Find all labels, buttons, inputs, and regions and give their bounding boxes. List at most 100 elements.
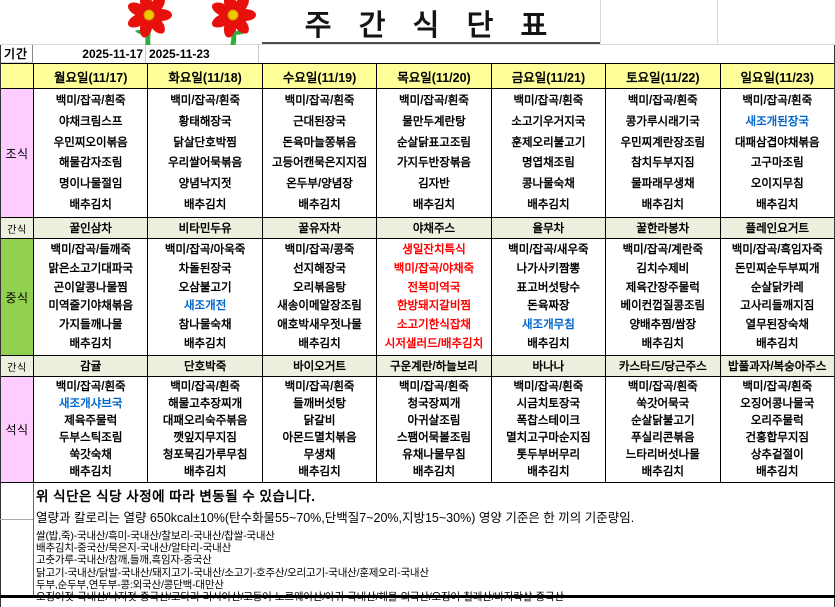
title-underline	[262, 42, 600, 44]
flower-decoration	[108, 0, 274, 45]
period-end-date: 2025-11-23	[146, 45, 259, 63]
menu-item: 소고기우거지국	[511, 115, 586, 128]
menu-item: 두부스틱조림	[58, 431, 123, 444]
snack1-cell-4: 율무차	[490, 217, 607, 239]
lunch-cell-6: 백미/잡곡/흑임자죽 돈민찌순두부찌개 순살닭카레 고사리들깨지짐 열무된장숙채 배추김치	[719, 238, 835, 356]
origin-line-rice: 쌀(밥,죽)-국내산/흑미-국내산/찰보리-국내산/찹쌀-국내산	[36, 530, 275, 542]
origin-info: 쌀(밥,죽)-국내산/흑미-국내산/찰보리-국내산/찹쌀-국내산 배추김치-중국…	[36, 526, 835, 603]
snack1-cell-0: 꿀인삼차	[32, 217, 149, 239]
menu-item: 쑥갓어묵국	[636, 398, 690, 411]
period-start-date: 2025-11-17	[33, 45, 146, 63]
menu-item: 백미/잡곡/새우죽	[508, 244, 589, 257]
footer-column-line	[33, 483, 34, 595]
menu-item: 깻잎지무지짐	[173, 431, 237, 444]
menu-change-note: 위 식단은 식당 사정에 따라 변동될 수 있습니다.	[36, 489, 316, 504]
day-header-0: 월요일(11/17)	[32, 63, 149, 89]
lunch-cell-4: 백미/잡곡/새우죽 나가사키짬뽕 표고버섯탕수 돈육짜장 새조개무침 배추김치	[490, 238, 607, 356]
lunch-cell-5: 백미/잡곡/계란죽 김치수제비 제육간장주물럭 베이컨껍질콩조림 양배추찜/쌈장 배추김치	[605, 238, 721, 356]
page-title: 주 간 식 단 표	[304, 10, 558, 42]
menu-item: 배추김치	[527, 198, 570, 211]
menu-item: 배추김치	[298, 198, 341, 211]
snack1-cell-5: 꿀한라봉차	[605, 217, 721, 239]
menu-item: 배추김치	[69, 465, 112, 478]
menu-item: 배추김치	[641, 198, 684, 211]
menu-item: 콩가루시래기국	[625, 115, 700, 128]
menu-item: 순살닭불고기	[631, 415, 695, 428]
menu-item: 백미/잡곡/흰죽	[284, 381, 355, 394]
snack2-cell-0: 감귤	[32, 355, 149, 377]
menu-item: 청국장찌개	[407, 398, 461, 411]
dinner-label: 석식	[0, 376, 34, 483]
menu-item: 돈육마늘쫑볶음	[282, 136, 357, 149]
lunch-cell-1: 백미/잡곡/아욱죽 차돌된장국 오삼불고기 새조개전 참나물숙채 배추김치	[147, 238, 263, 356]
menu-item: 맑은소고기대파국	[48, 262, 134, 275]
menu-item: 차돌된장국	[178, 262, 232, 275]
flower-icon	[127, 0, 172, 45]
menu-item: 가지두반장볶음	[396, 157, 471, 170]
snack2-cell-4: 바나나	[490, 355, 607, 377]
breakfast-label: 조식	[0, 88, 34, 218]
nutrition-note: 열량과 칼로리는 열량 650kcal±10%(탄수화물55~70%,단백질7~…	[36, 511, 635, 525]
snack1-cell-3: 야채주스	[376, 217, 492, 239]
menu-item: 표고버섯탕수	[516, 281, 581, 294]
origin-line-kimchi: 배추김치-중국산/묵은지-국내산/알타리-국내산	[36, 542, 232, 555]
menu-item: 백미/잡곡/들깨죽	[50, 244, 131, 257]
menu-item: 돈민찌순두부찌개	[734, 262, 820, 275]
menu-item: 백미/잡곡/계란죽	[622, 244, 704, 257]
menu-item: 배추김치	[527, 465, 570, 478]
snack1-cell-1: 비타민두유	[147, 217, 263, 239]
menu-item: 오리주물럭	[750, 415, 804, 428]
menu-item: 곤이알콩나물찜	[53, 281, 128, 294]
menu-item: 푸실리콘볶음	[631, 431, 695, 444]
menu-item: 백미/잡곡/흰죽	[513, 381, 584, 394]
menu-item: 상추겉절이	[750, 448, 804, 461]
menu-item: 백미/잡곡/흰죽	[399, 381, 469, 394]
menu-item: 야채크림스프	[58, 115, 123, 128]
menu-item: 폭찹스테이크	[516, 415, 581, 428]
day-header-6: 일요일(11/23)	[719, 63, 835, 89]
menu-item: 오삼불고기	[178, 281, 232, 294]
origin-line-tofu: 두부,순두부,연두부-콩:외국산/콩단백-대만산	[36, 578, 224, 591]
menu-item: 백미/잡곡/흰죽	[627, 381, 698, 394]
origin-line-meat: 닭고기-국내산/닭발-국내산/돼지고기-국내산/소고기-호주산/오리고기-국내산…	[36, 566, 429, 579]
dinner-cell-3: 백미/잡곡/흰죽 청국장찌개 아귀살조림 스팸어묵볼조림 유채나물무침 배추김치	[376, 376, 492, 483]
menu-item: 백미/잡곡/흰죽	[742, 95, 813, 108]
menu-item: 백미/잡곡/흰죽	[742, 381, 813, 394]
menu-item: 우민찌오이볶음	[53, 136, 128, 149]
menu-item: 대패오리숙주볶음	[162, 415, 248, 428]
menu-item: 애호박새우젓나물	[277, 318, 362, 331]
menu-item: 콩나물숙채	[521, 177, 575, 190]
lunch-label: 중식	[0, 238, 34, 356]
menu-item: 새조개무침	[521, 318, 575, 331]
menu-item: 물만두계란탕	[402, 115, 466, 128]
breakfast-cell-4: 백미/잡곡/흰죽 소고기우거지국 훈제오리불고기 명엽채조림 콩나물숙채 배추김치	[490, 88, 607, 218]
footer-gridline	[0, 519, 33, 520]
menu-item: 아귀살조림	[407, 415, 461, 428]
gridline	[600, 0, 601, 45]
day-header-4: 금요일(11/21)	[490, 63, 607, 89]
menu-item: 백미/잡곡/흰죽	[55, 95, 126, 108]
lunch-cell-0: 백미/잡곡/들깨죽 맑은소고기대파국 곤이알콩나물찜 미역줄기야채볶음 가지들깨나물 배추…	[32, 238, 149, 356]
menu-item: 생일잔치특식	[402, 244, 466, 257]
menu-item: 백미/잡곡/흰죽	[170, 381, 241, 394]
menu-item: 소고기한식잡채	[396, 318, 471, 331]
menu-item: 건홍합무지짐	[745, 431, 809, 444]
menu-item: 배추김치	[756, 337, 799, 350]
day-header-3: 목요일(11/20)	[376, 63, 492, 89]
menu-item: 시저샐러드/배추김치	[384, 337, 484, 350]
menu-item: 오징어콩나물국	[740, 398, 815, 411]
menu-item: 배추김치	[183, 337, 227, 350]
snack1-cell-6: 플레인요거트	[719, 217, 835, 239]
menu-item: 배추김치	[756, 198, 799, 211]
menu-item: 들깨버섯탕	[293, 398, 346, 411]
menu-item: 온두부/양념장	[286, 177, 353, 190]
dinner-cell-2: 백미/잡곡/흰죽 들깨버섯탕 닭갈비 아몬드멸치볶음 무생채 배추김치	[261, 376, 378, 483]
breakfast-cell-5: 백미/잡곡/흰죽 콩가루시래기국 우민찌계란장조림 참치두부지짐 물파래무생채 배추김치	[605, 88, 721, 218]
menu-item: 배추김치	[69, 337, 112, 350]
day-header-1: 화요일(11/18)	[147, 63, 263, 89]
menu-item: 새송이메알장조림	[277, 300, 362, 313]
menu-item: 대패삼겹야채볶음	[734, 136, 820, 149]
menu-item: 김자반	[418, 177, 450, 190]
menu-item: 배추김치	[69, 198, 112, 211]
snack2-cell-5: 카스타드/당근주스	[605, 355, 721, 377]
